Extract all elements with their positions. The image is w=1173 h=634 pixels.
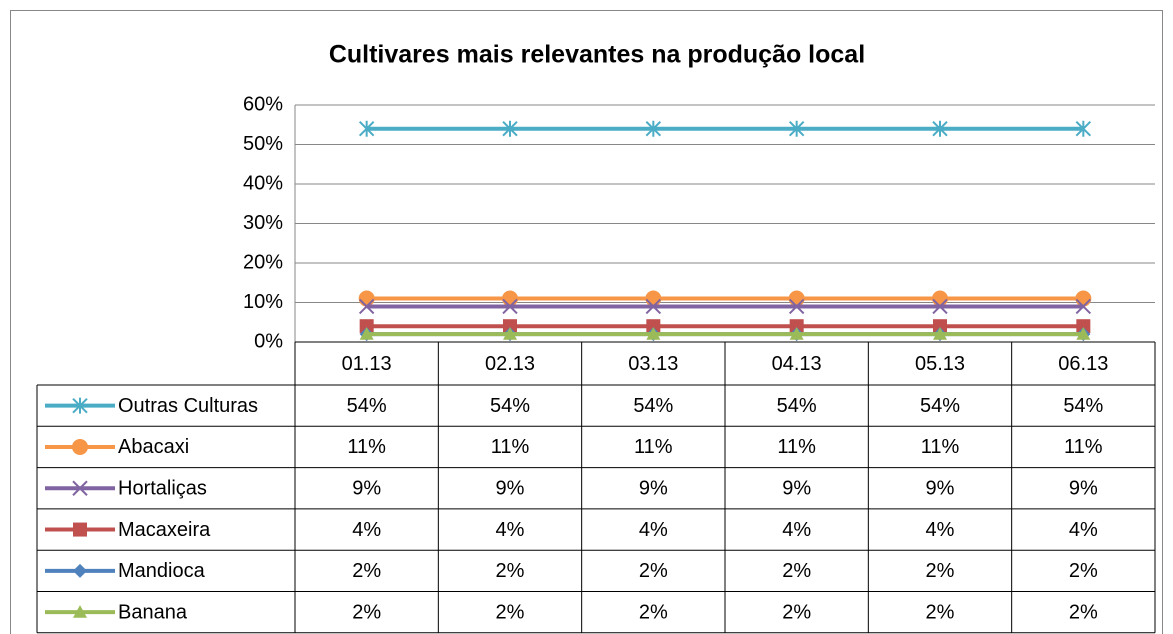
marker: [932, 120, 948, 137]
table-value: 2%: [1069, 601, 1098, 623]
y-tick-label: 10%: [243, 291, 283, 313]
y-tick-label: 20%: [243, 251, 283, 273]
table-value: 54%: [1063, 395, 1103, 417]
table-value: 9%: [496, 478, 525, 500]
marker: [932, 298, 948, 315]
marker: [502, 120, 518, 137]
table-value: 4%: [926, 519, 955, 541]
table-value: 2%: [926, 601, 955, 623]
table-value: 2%: [782, 560, 811, 582]
x-tick-label: 01.13: [342, 353, 392, 375]
marker: [788, 290, 805, 307]
marker: [645, 298, 662, 315]
x-tick-label: 02.13: [485, 353, 535, 375]
marker: [73, 563, 87, 578]
table-value: 2%: [926, 560, 955, 582]
table-value: 4%: [496, 519, 525, 541]
marker: [73, 605, 87, 618]
table-value: 11%: [634, 436, 673, 458]
marker: [358, 298, 375, 315]
legend-label: Macaxeira: [118, 519, 211, 541]
table-value: 9%: [352, 478, 381, 500]
marker: [502, 298, 518, 315]
marker: [789, 327, 804, 340]
marker: [72, 438, 88, 455]
table-value: 9%: [639, 478, 668, 500]
chart-title: Cultivares mais relevantes na produção l…: [329, 41, 865, 69]
marker: [933, 327, 947, 340]
table-value: 9%: [782, 478, 811, 500]
marker: [645, 120, 662, 137]
table-value: 2%: [496, 560, 525, 582]
table-value: 11%: [347, 436, 386, 458]
table-value: 4%: [1069, 519, 1098, 541]
y-tick-label: 30%: [243, 212, 283, 234]
table-value: 4%: [352, 519, 381, 541]
marker: [932, 290, 948, 307]
table-value: 2%: [782, 601, 811, 623]
table-value: 2%: [639, 601, 668, 623]
x-tick-label: 03.13: [628, 353, 678, 375]
marker: [359, 319, 374, 334]
marker: [72, 480, 88, 496]
legend-label: Outras Culturas: [118, 395, 258, 417]
y-tick-label: 60%: [243, 93, 283, 115]
y-tick-label: 50%: [243, 133, 283, 155]
x-tick-label: 06.13: [1058, 353, 1108, 375]
marker: [503, 327, 517, 340]
y-tick-label: 0%: [254, 330, 283, 352]
table-value: 54%: [490, 395, 530, 417]
table-value: 2%: [496, 601, 525, 623]
marker: [502, 290, 518, 307]
chart-frame: [10, 10, 1163, 634]
table-value: 11%: [491, 436, 530, 458]
table-value: 54%: [633, 395, 673, 417]
marker: [789, 319, 804, 334]
table-value: 2%: [352, 601, 381, 623]
marker: [72, 397, 88, 414]
marker: [645, 290, 662, 307]
table-value: 9%: [926, 478, 955, 500]
legend-label: Mandioca: [118, 560, 206, 582]
table-value: 54%: [777, 395, 817, 417]
marker: [646, 327, 661, 340]
marker: [788, 298, 805, 315]
table-value: 11%: [921, 436, 960, 458]
marker: [646, 319, 661, 334]
marker: [1076, 327, 1091, 340]
marker: [1076, 319, 1091, 334]
table-value: 11%: [777, 436, 816, 458]
marker: [359, 327, 374, 340]
marker: [1075, 298, 1092, 315]
table-value: 9%: [1069, 478, 1098, 500]
marker: [1075, 290, 1092, 307]
marker: [358, 120, 375, 137]
marker: [933, 319, 947, 334]
table-value: 2%: [352, 560, 381, 582]
table-value: 4%: [782, 519, 811, 541]
legend-label: Banana: [118, 601, 188, 623]
table-value: 4%: [639, 519, 668, 541]
marker: [358, 290, 375, 307]
legend-label: Hortaliças: [118, 478, 207, 500]
legend-label: Abacaxi: [118, 436, 189, 458]
x-tick-label: 04.13: [772, 353, 822, 375]
x-tick-label: 05.13: [915, 353, 965, 375]
marker: [1075, 120, 1092, 137]
y-tick-label: 40%: [243, 172, 283, 194]
table-value: 2%: [1069, 560, 1098, 582]
table-value: 11%: [1064, 436, 1103, 458]
marker: [73, 522, 87, 537]
table-value: 54%: [347, 395, 387, 417]
table-value: 2%: [639, 560, 668, 582]
table-value: 54%: [920, 395, 960, 417]
marker: [788, 120, 805, 137]
marker: [503, 319, 517, 334]
